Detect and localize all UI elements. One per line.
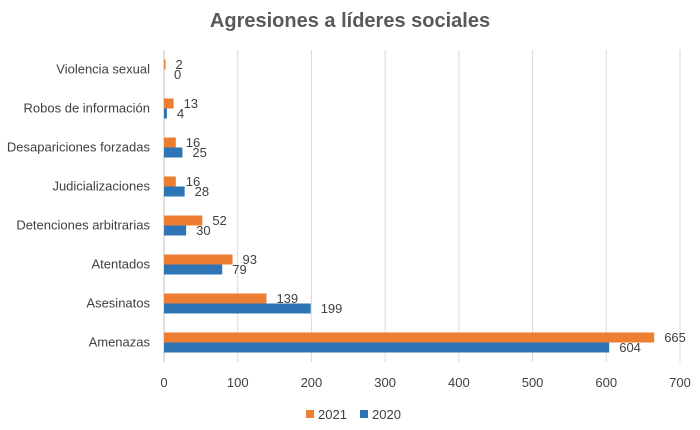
data-label: 139 bbox=[276, 291, 298, 306]
data-label: 2 bbox=[175, 57, 182, 72]
data-label: 79 bbox=[232, 262, 246, 277]
data-label: 28 bbox=[195, 184, 209, 199]
bar-2021 bbox=[164, 254, 233, 265]
bar-2020 bbox=[164, 147, 183, 158]
bar-2021 bbox=[164, 293, 267, 304]
bar-2021 bbox=[164, 137, 176, 148]
category-label: Robos de información bbox=[24, 101, 150, 116]
legend-label: 2021 bbox=[318, 407, 347, 422]
bar-2020 bbox=[164, 303, 311, 314]
legend: 2021 2020 bbox=[306, 407, 401, 422]
bar-2020 bbox=[164, 108, 167, 119]
gridlines bbox=[163, 50, 681, 362]
category-label: Violencia sexual bbox=[56, 62, 150, 77]
category-label: Atentados bbox=[91, 257, 150, 272]
data-label: 52 bbox=[212, 213, 226, 228]
bars bbox=[164, 59, 655, 353]
x-tick-label: 200 bbox=[301, 375, 323, 390]
data-label: 665 bbox=[664, 330, 686, 345]
data-label: 16 bbox=[186, 135, 200, 150]
data-label: 93 bbox=[243, 252, 257, 267]
data-label: 30 bbox=[196, 223, 210, 238]
data-label: 25 bbox=[192, 145, 206, 160]
bar-2021 bbox=[164, 332, 655, 343]
chart-title: Agresiones a líderes sociales bbox=[210, 10, 490, 32]
x-tick-label: 500 bbox=[522, 375, 544, 390]
category-label: Detenciones arbitrarias bbox=[16, 218, 150, 233]
data-label: 13 bbox=[184, 96, 198, 111]
bar-2020 bbox=[164, 225, 187, 236]
x-axis-ticks: 0 100 200 300 400 500 600 700 bbox=[160, 375, 690, 390]
category-label: Judicializaciones bbox=[52, 179, 150, 194]
x-tick-label: 700 bbox=[669, 375, 691, 390]
x-tick-label: 100 bbox=[227, 375, 249, 390]
bar-2021 bbox=[164, 98, 174, 109]
legend-label: 2020 bbox=[372, 407, 401, 422]
legend-swatch-2020 bbox=[360, 410, 368, 418]
data-label: 604 bbox=[619, 340, 641, 355]
bar-2021 bbox=[164, 215, 203, 226]
category-label: Desapariciones forzadas bbox=[7, 140, 151, 155]
x-tick-label: 600 bbox=[595, 375, 617, 390]
bar-2021 bbox=[164, 59, 166, 70]
bar-2020 bbox=[164, 186, 185, 197]
category-label: Amenazas bbox=[89, 335, 151, 350]
category-labels: Amenazas Asesinatos Atentados Detenciones a… bbox=[7, 62, 151, 350]
bar-2020 bbox=[164, 342, 610, 353]
legend-swatch-2021 bbox=[306, 410, 314, 418]
data-label: 199 bbox=[321, 301, 343, 316]
data-label: 4 bbox=[177, 106, 184, 121]
x-tick-label: 400 bbox=[448, 375, 470, 390]
category-label: Asesinatos bbox=[86, 296, 150, 311]
data-label: 0 bbox=[174, 67, 181, 82]
bar-2021 bbox=[164, 176, 176, 187]
data-label: 16 bbox=[186, 174, 200, 189]
bar-2020 bbox=[164, 264, 223, 275]
x-tick-label: 0 bbox=[160, 375, 167, 390]
x-tick-label: 300 bbox=[374, 375, 396, 390]
